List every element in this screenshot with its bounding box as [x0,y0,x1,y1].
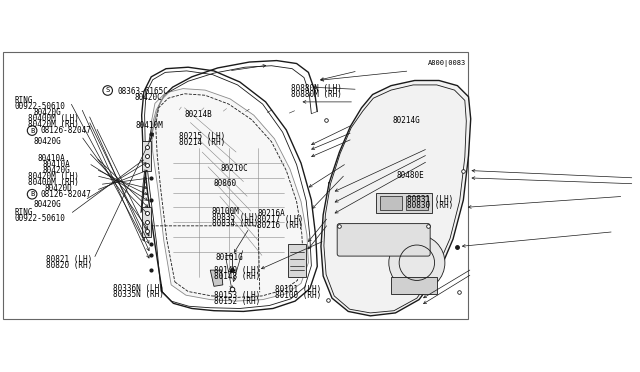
Polygon shape [328,182,336,263]
Circle shape [28,126,37,135]
Text: B: B [30,191,34,197]
Text: 80335N (RH): 80335N (RH) [113,290,164,299]
Polygon shape [142,208,151,237]
Text: 80153 (LH): 80153 (LH) [214,291,260,300]
Polygon shape [142,141,151,170]
Text: 80420G: 80420G [33,137,61,146]
Polygon shape [151,89,308,301]
Text: B: B [30,128,34,134]
Text: 80420D: 80420D [45,184,72,193]
Text: 80821 (LH): 80821 (LH) [46,255,93,264]
Circle shape [28,189,37,199]
Text: RING: RING [14,208,33,217]
Text: 00922-50610: 00922-50610 [14,214,65,224]
Bar [406,196,428,209]
Text: 80214 (RH): 80214 (RH) [179,138,226,147]
Text: RING: RING [14,96,33,105]
Text: 08126-82047: 08126-82047 [40,190,91,199]
Text: 80830 (RH): 80830 (RH) [407,201,453,210]
Text: 80400M (RH): 80400M (RH) [28,178,79,187]
Text: 80101 (LH): 80101 (LH) [275,285,321,294]
FancyBboxPatch shape [337,224,430,256]
Text: 80214B: 80214B [184,110,212,119]
Polygon shape [321,80,471,316]
Text: 80210C: 80210C [221,164,249,173]
Text: 08126-82047: 08126-82047 [40,126,91,135]
Text: 80420G: 80420G [42,166,70,174]
Text: 80216 (RH): 80216 (RH) [257,221,303,230]
Text: 80410A: 80410A [42,160,70,169]
Text: 80860: 80860 [213,179,237,188]
Text: 80214G: 80214G [393,116,420,125]
Text: 80148 (RH): 80148 (RH) [214,272,260,281]
Text: 80217 (LH): 80217 (LH) [257,215,303,224]
Text: 80880M (RH): 80880M (RH) [291,90,342,99]
Text: S: S [106,87,110,93]
Text: 80410M: 80410M [136,121,164,129]
Text: 08363-6165C: 08363-6165C [117,87,168,96]
Text: 80835 (LH): 80835 (LH) [212,213,258,222]
Text: A800|0083: A800|0083 [428,60,466,67]
Bar [376,193,431,213]
Text: 80480E: 80480E [397,171,424,180]
Text: 00922-50610: 00922-50610 [14,102,65,111]
Polygon shape [211,270,223,286]
Text: 80420G: 80420G [33,200,61,209]
Text: 80400M (LH): 80400M (LH) [28,114,79,123]
Text: 80100 (RH): 80100 (RH) [275,291,321,300]
Text: 80100M: 80100M [212,207,239,216]
Bar [391,278,436,294]
Text: 80152 (RH): 80152 (RH) [214,297,260,306]
Text: 80420M (LH): 80420M (LH) [28,171,79,181]
Text: 80101G: 80101G [216,253,244,262]
Text: 80831 (LH): 80831 (LH) [407,195,453,204]
Circle shape [103,86,113,95]
Text: 80420M (RH): 80420M (RH) [28,120,79,129]
Bar [380,196,402,209]
Text: 80880N (LH): 80880N (LH) [291,84,342,93]
Text: 80216A: 80216A [257,209,285,218]
Circle shape [389,235,445,291]
Text: 80215 (LH): 80215 (LH) [179,132,226,141]
Text: 80834 (RH): 80834 (RH) [212,219,258,228]
Text: 80410A: 80410A [38,154,65,163]
Text: 80149 (LH): 80149 (LH) [214,266,260,275]
Text: 80336N (LH): 80336N (LH) [113,283,164,293]
Text: 80420C: 80420C [134,93,163,102]
Text: 80420G: 80420G [33,108,61,117]
Polygon shape [288,244,306,278]
Text: 80820 (RH): 80820 (RH) [46,261,93,270]
